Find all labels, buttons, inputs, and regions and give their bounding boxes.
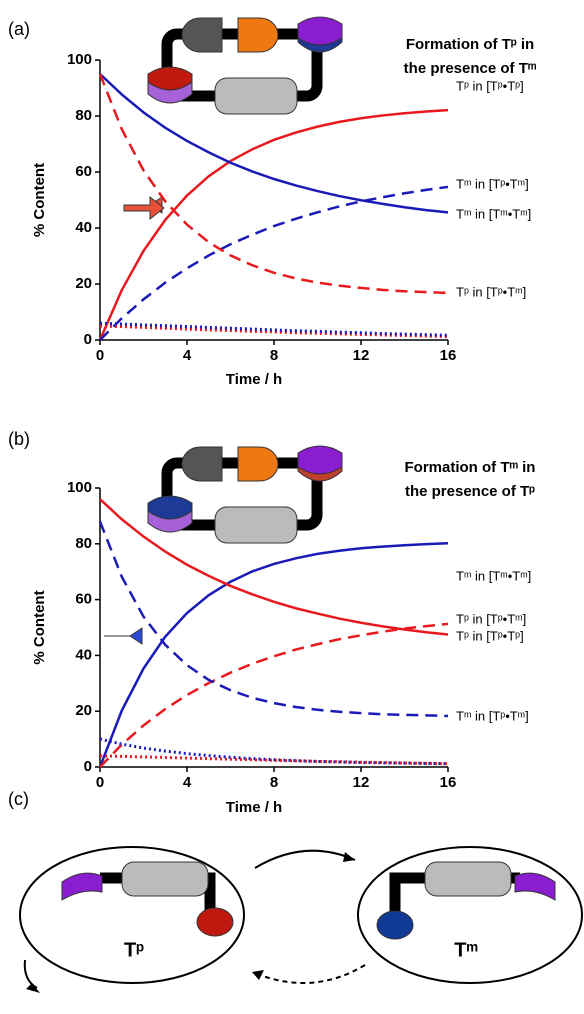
series-label: Tᵖ in [Tᵖ•Tᵖ]	[456, 78, 524, 93]
node-label: Tᵖ	[124, 939, 144, 961]
series-line	[99, 498, 449, 636]
icon-b	[104, 445, 343, 645]
x-tick-label: 0	[96, 347, 104, 364]
y-tick-label: 80	[75, 107, 92, 124]
series-line	[98, 73, 449, 295]
y-tick-label: 60	[75, 163, 92, 180]
arrow-a	[123, 195, 165, 221]
x-axis-title: Time / h	[226, 799, 282, 816]
series-line	[99, 185, 449, 341]
x-tick-label: 16	[440, 774, 457, 791]
series-label: Tᵖ in [Tᵖ•Tᵖ]	[456, 628, 524, 643]
chart-title: Formation of Tᵖ in	[406, 36, 534, 53]
y-tick-label: 100	[67, 479, 92, 496]
x-tick-label: 16	[440, 347, 457, 364]
x-tick-label: 4	[183, 347, 192, 364]
series-line	[99, 321, 449, 337]
series-label: Tᵖ in [Tᵖ•Tᵐ]	[456, 611, 526, 626]
series-line	[99, 737, 449, 766]
panel-label: (a)	[8, 19, 30, 39]
series-label: Tᵖ in [Tᵖ•Tᵐ]	[456, 284, 526, 299]
y-axis-title: % Content	[31, 590, 48, 664]
y-tick-label: 0	[84, 758, 92, 775]
x-tick-label: 8	[270, 774, 278, 791]
y-tick-label: 20	[75, 275, 92, 292]
x-axis-title: Time / h	[226, 371, 282, 388]
series-line	[98, 541, 449, 768]
chart-title: Formation of Tᵐ in	[405, 459, 536, 476]
y-tick-label: 100	[67, 51, 92, 68]
series-line	[99, 754, 449, 766]
series-line	[99, 73, 449, 214]
chart-title: the presence of Tᵖ	[405, 483, 535, 500]
y-tick-label: 60	[75, 591, 92, 608]
y-tick-label: 80	[75, 535, 92, 552]
panel-label: (b)	[8, 429, 30, 449]
series-label: Tᵐ in [Tᵐ•Tᵐ]	[456, 568, 531, 583]
panel-label: (c)	[8, 789, 29, 809]
y-tick-label: 40	[75, 219, 92, 236]
y-tick-label: 0	[84, 331, 92, 348]
series-line	[98, 521, 449, 718]
x-tick-label: 8	[270, 347, 278, 364]
series-label: Tᵐ in [Tᵐ•Tᵐ]	[456, 206, 531, 221]
x-tick-label: 4	[183, 774, 192, 791]
y-tick-label: 20	[75, 702, 92, 719]
x-tick-label: 0	[96, 774, 104, 791]
series-label: Tᵐ in [Tᵖ•Tᵐ]	[456, 176, 529, 191]
icon-a	[124, 16, 343, 214]
series-line	[98, 108, 449, 341]
panel-c-diagram	[19, 846, 583, 993]
node-label: Tᵐ	[454, 939, 478, 961]
series-line	[99, 622, 449, 768]
chart-title: the presence of Tᵐ	[404, 60, 537, 77]
y-axis-title: % Content	[31, 163, 48, 237]
series-label: Tᵐ in [Tᵖ•Tᵐ]	[456, 708, 529, 723]
x-tick-label: 12	[353, 347, 370, 364]
x-tick-label: 12	[353, 774, 370, 791]
y-tick-label: 40	[75, 646, 92, 663]
